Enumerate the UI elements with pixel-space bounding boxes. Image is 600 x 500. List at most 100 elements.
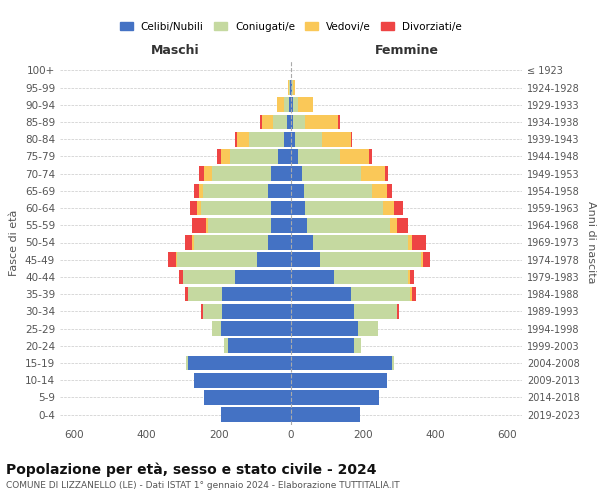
Text: Maschi: Maschi [151, 44, 200, 57]
Bar [291, 80, 292, 95]
Bar [271, 218, 291, 232]
Bar [409, 235, 412, 250]
Bar [291, 184, 304, 198]
Bar [295, 132, 322, 146]
Bar [223, 287, 291, 302]
Bar [390, 218, 397, 232]
Bar [284, 132, 291, 146]
Text: Popolazione per età, sesso e stato civile - 2024: Popolazione per età, sesso e stato civil… [6, 462, 377, 477]
Bar [350, 132, 352, 146]
Bar [293, 80, 295, 95]
Bar [421, 252, 423, 267]
Bar [179, 270, 183, 284]
Bar [291, 252, 320, 267]
Text: Femmine: Femmine [374, 44, 439, 57]
Bar [194, 235, 268, 250]
Y-axis label: Fasce di età: Fasce di età [10, 210, 19, 276]
Bar [397, 218, 409, 232]
Bar [372, 184, 386, 198]
Bar [291, 114, 293, 130]
Bar [338, 114, 340, 130]
Bar [205, 390, 291, 405]
Bar [190, 200, 197, 216]
Bar [192, 218, 206, 232]
Legend: Celibi/Nubili, Coniugati/e, Vedovi/e, Divorziati/e: Celibi/Nubili, Coniugati/e, Vedovi/e, Di… [116, 18, 466, 36]
Bar [313, 235, 409, 250]
Bar [268, 184, 291, 198]
Bar [354, 338, 361, 353]
Text: COMUNE DI LIZZANELLO (LE) - Dati ISTAT 1° gennaio 2024 - Elaborazione TUTTITALIA: COMUNE DI LIZZANELLO (LE) - Dati ISTAT 1… [6, 481, 400, 490]
Bar [199, 166, 205, 181]
Bar [291, 200, 305, 216]
Bar [203, 304, 223, 318]
Bar [354, 304, 397, 318]
Bar [291, 287, 350, 302]
Bar [291, 98, 293, 112]
Bar [208, 218, 271, 232]
Bar [305, 200, 383, 216]
Bar [278, 149, 291, 164]
Bar [206, 218, 208, 232]
Bar [340, 149, 368, 164]
Bar [320, 252, 421, 267]
Bar [293, 98, 298, 112]
Bar [223, 304, 291, 318]
Bar [188, 356, 291, 370]
Bar [291, 149, 298, 164]
Bar [221, 408, 291, 422]
Bar [394, 200, 403, 216]
Bar [273, 114, 287, 130]
Bar [292, 80, 293, 95]
Bar [293, 114, 305, 130]
Y-axis label: Anni di nascita: Anni di nascita [586, 201, 596, 284]
Bar [368, 149, 372, 164]
Bar [410, 270, 414, 284]
Bar [385, 166, 388, 181]
Bar [291, 356, 392, 370]
Bar [194, 184, 199, 198]
Bar [412, 235, 427, 250]
Bar [305, 114, 338, 130]
Bar [235, 132, 237, 146]
Bar [237, 132, 250, 146]
Bar [185, 287, 188, 302]
Bar [361, 166, 385, 181]
Bar [298, 149, 340, 164]
Bar [250, 132, 284, 146]
Bar [291, 132, 295, 146]
Bar [201, 304, 203, 318]
Bar [410, 287, 412, 302]
Bar [183, 270, 235, 284]
Bar [185, 235, 192, 250]
Bar [289, 80, 290, 95]
Bar [386, 184, 392, 198]
Bar [412, 287, 416, 302]
Bar [271, 166, 291, 181]
Bar [221, 322, 291, 336]
Bar [268, 235, 291, 250]
Bar [271, 200, 291, 216]
Bar [334, 270, 409, 284]
Bar [291, 373, 386, 388]
Bar [228, 338, 291, 353]
Bar [350, 287, 410, 302]
Bar [176, 252, 178, 267]
Bar [290, 80, 291, 95]
Bar [262, 114, 273, 130]
Bar [235, 270, 291, 284]
Bar [322, 132, 350, 146]
Bar [304, 184, 372, 198]
Bar [192, 235, 194, 250]
Bar [187, 356, 188, 370]
Bar [291, 270, 334, 284]
Bar [291, 408, 359, 422]
Bar [212, 322, 221, 336]
Bar [199, 184, 203, 198]
Bar [260, 114, 262, 130]
Bar [358, 322, 377, 336]
Bar [205, 166, 212, 181]
Bar [221, 149, 230, 164]
Bar [291, 218, 307, 232]
Bar [397, 304, 399, 318]
Bar [307, 218, 390, 232]
